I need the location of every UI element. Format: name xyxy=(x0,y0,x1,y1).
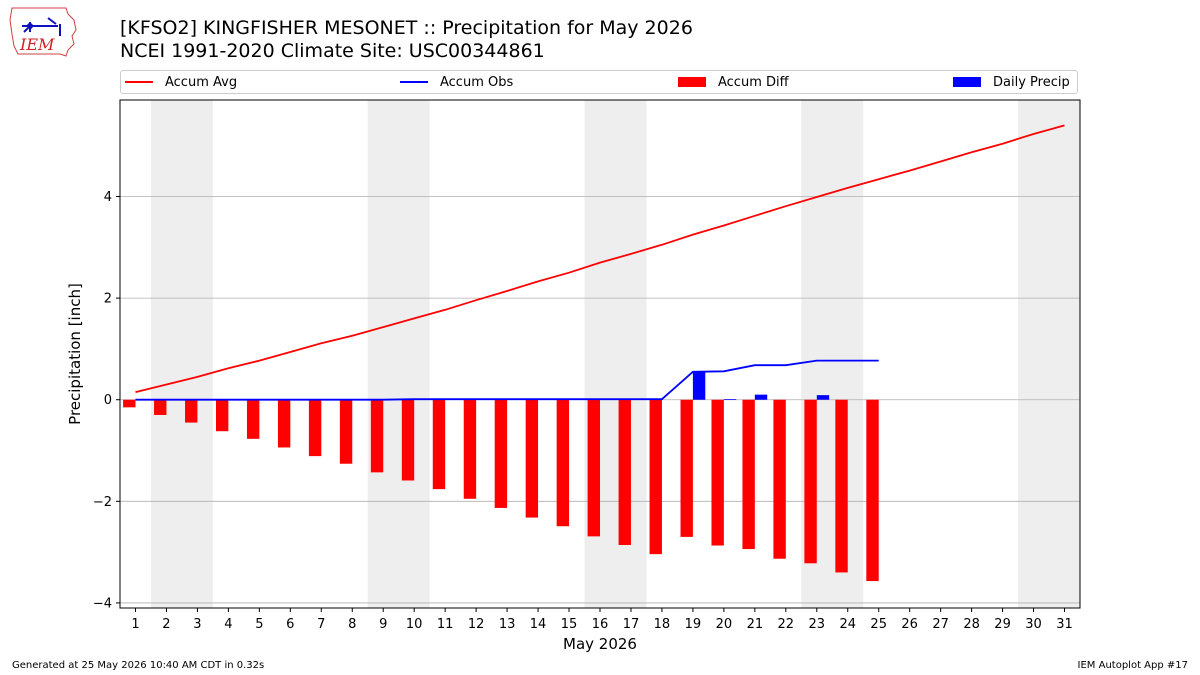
y-tick-label: 2 xyxy=(104,292,112,307)
bar-accum-diff xyxy=(216,399,229,432)
iowa-state-outline xyxy=(9,7,77,57)
legend-label-accum-avg: Accum Avg xyxy=(165,74,238,90)
bar-accum-diff xyxy=(277,399,291,448)
x-tick-label: 31 xyxy=(1056,617,1073,632)
weekend-shade-2 xyxy=(367,100,430,608)
bar-accum-diff xyxy=(680,399,693,537)
bar-accum-diff xyxy=(587,399,600,537)
footer-generated-text: Generated at 25 May 2026 10:40 AM CDT in… xyxy=(12,660,265,671)
x-tick-label: 10 xyxy=(406,617,423,632)
legend-label-accum-diff: Accum Diff xyxy=(718,74,789,90)
legend-item-accum-avg: Accum Avg xyxy=(125,71,237,93)
station-dot-icon xyxy=(27,23,33,29)
weekend-shade-1 xyxy=(150,100,213,608)
iem-logo: IEM xyxy=(9,7,77,57)
legend-label-daily-precip: Daily Precip xyxy=(993,74,1070,90)
bar-accum-diff xyxy=(308,399,322,457)
legend-swatch-daily-precip xyxy=(953,77,981,87)
bar-accum-diff xyxy=(401,399,415,481)
bar-accum-diff xyxy=(370,399,384,473)
bar-accum-diff xyxy=(835,399,848,573)
x-tick-label: 14 xyxy=(530,617,547,632)
bar-accum-diff xyxy=(866,399,879,582)
bar-accum-diff xyxy=(711,399,724,546)
bar-daily-precip xyxy=(816,395,830,400)
x-tick-label: 15 xyxy=(561,617,578,632)
legend-swatch-accum-avg xyxy=(125,81,153,83)
x-tick-label: 24 xyxy=(839,617,856,632)
y-tick-label: −2 xyxy=(93,495,112,510)
x-tick-label: 18 xyxy=(654,617,671,632)
x-tick-label: 13 xyxy=(499,617,516,632)
y-tick-label: −4 xyxy=(93,596,112,611)
x-tick-label: 20 xyxy=(716,617,733,632)
chart-title: [KFSO2] KINGFISHER MESONET :: Precipitat… xyxy=(120,17,693,39)
x-tick-label: 9 xyxy=(379,617,387,632)
x-tick-label: 5 xyxy=(255,617,263,632)
bar-accum-diff xyxy=(618,399,631,546)
x-tick-label: 4 xyxy=(224,617,232,632)
bar-daily-precip xyxy=(692,372,706,400)
x-tick-label: 16 xyxy=(592,617,609,632)
bar-accum-diff xyxy=(804,399,817,564)
weekend-shade-5 xyxy=(1018,100,1080,608)
x-tick-label: 26 xyxy=(901,617,918,632)
x-tick-label: 17 xyxy=(623,617,640,632)
chart-subtitle: NCEI 1991-2020 Climate Site: USC00344861 xyxy=(120,40,545,62)
bar-accum-diff xyxy=(185,399,198,423)
logo-text: IEM xyxy=(19,35,55,54)
x-tick-label: 3 xyxy=(193,617,201,632)
x-tick-label: 27 xyxy=(932,617,949,632)
x-tick-label: 25 xyxy=(870,617,887,632)
x-tick-label: 1 xyxy=(131,617,139,632)
bar-daily-precip xyxy=(723,399,737,401)
x-tick-label: 28 xyxy=(963,617,980,632)
legend-label-accum-obs: Accum Obs xyxy=(440,74,514,90)
bar-accum-diff xyxy=(742,399,755,550)
bar-accum-diff xyxy=(339,399,353,464)
y-axis-label: Precipitation [inch] xyxy=(66,283,84,425)
legend-item-accum-obs: Accum Obs xyxy=(400,71,513,93)
x-tick-label: 11 xyxy=(437,617,454,632)
y-tick-label: 0 xyxy=(104,393,112,408)
x-tick-label: 21 xyxy=(747,617,764,632)
bar-accum-diff xyxy=(154,399,167,415)
x-tick-label: 23 xyxy=(809,617,826,632)
x-tick-label: 8 xyxy=(348,617,356,632)
legend-swatch-accum-diff xyxy=(678,77,706,87)
x-tick-label: 19 xyxy=(685,617,702,632)
bar-accum-diff xyxy=(773,399,786,559)
bar-accum-diff xyxy=(649,399,662,555)
legend-swatch-accum-obs xyxy=(400,81,428,83)
footer-app-label: IEM Autoplot App #17 xyxy=(1077,660,1188,671)
bar-accum-diff xyxy=(525,399,539,518)
legend: Accum Avg Accum Obs Accum Diff Daily Pre… xyxy=(120,70,1078,94)
legend-item-daily-precip: Daily Precip xyxy=(953,71,1070,93)
bar-accum-diff xyxy=(463,399,477,499)
x-tick-label: 30 xyxy=(1025,617,1042,632)
bar-accum-diff xyxy=(123,399,136,408)
bar-accum-diff xyxy=(246,399,260,439)
y-tick-label: 4 xyxy=(104,190,112,205)
bar-daily-precip xyxy=(754,394,768,400)
x-axis-label: May 2026 xyxy=(563,635,637,653)
legend-item-accum-diff: Accum Diff xyxy=(678,71,789,93)
bar-accum-diff xyxy=(432,399,446,490)
x-tick-label: 6 xyxy=(286,617,294,632)
x-tick-label: 2 xyxy=(162,617,170,632)
bar-accum-diff xyxy=(556,399,570,527)
x-tick-label: 7 xyxy=(317,617,325,632)
x-tick-label: 22 xyxy=(778,617,795,632)
line-accum-avg xyxy=(135,124,1065,393)
x-tick-label: 29 xyxy=(994,617,1011,632)
line-accum-obs xyxy=(135,359,879,401)
bar-accum-diff xyxy=(494,399,508,508)
x-tick-label: 12 xyxy=(468,617,485,632)
